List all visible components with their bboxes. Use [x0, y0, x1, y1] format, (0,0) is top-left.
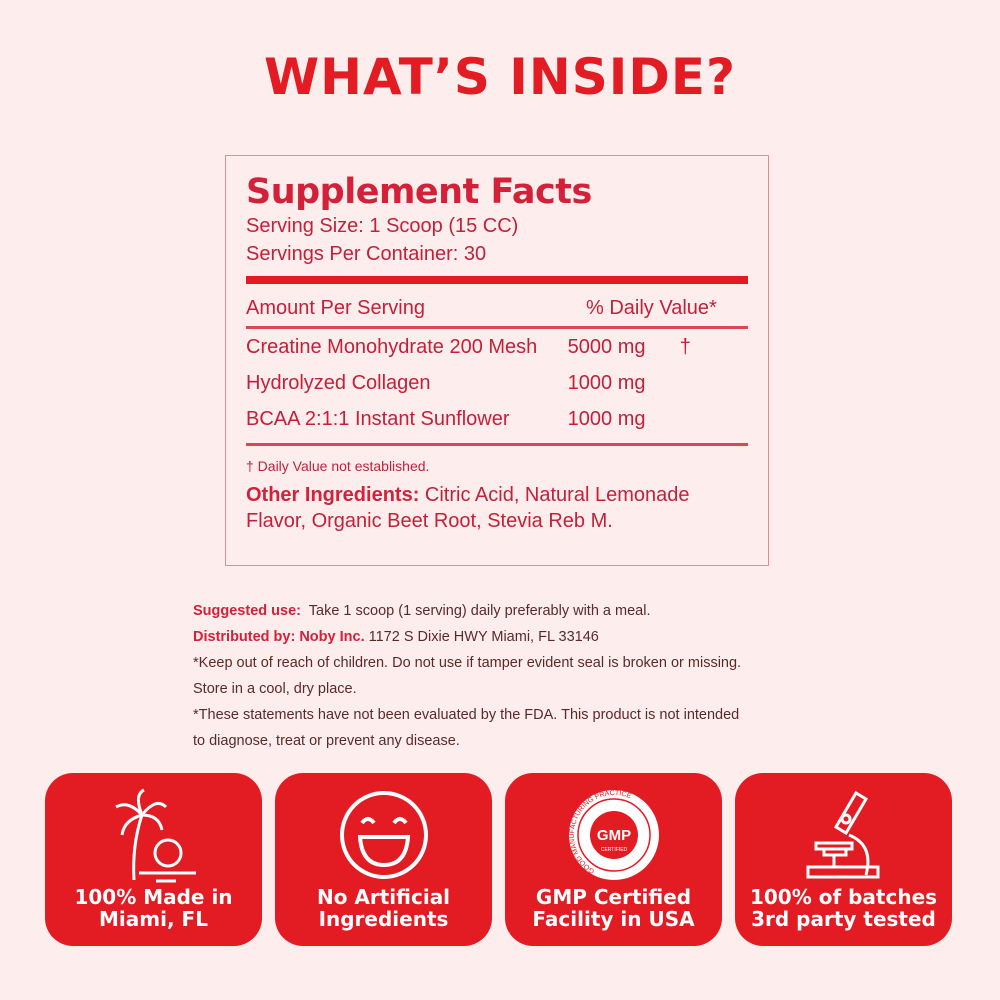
- other-ingredients-text: Citric Acid, Natural Lemonade Flavor, Or…: [246, 484, 690, 532]
- ingredient-amount: 1000 mg: [567, 407, 646, 430]
- badge-line2: Facility in USA: [532, 907, 695, 931]
- badge-made-in-miami: 100% Made in Miami, FL: [45, 773, 262, 946]
- ingredient-name: Creatine Monohydrate 200 Mesh: [246, 335, 538, 358]
- badge-third-party: 100% of batches 3rd party tested: [735, 773, 952, 946]
- page-title: WHAT’S INSIDE?: [263, 48, 737, 106]
- col-amount: Amount Per Serving: [246, 296, 425, 319]
- facts-row: Hydrolyzed Collagen 1000 mg: [246, 365, 748, 401]
- facts-heading: Supplement Facts: [246, 172, 592, 212]
- divider: [246, 443, 748, 446]
- badge-line2: 3rd party tested: [751, 907, 936, 931]
- palm-tree-icon: [114, 788, 196, 883]
- seal-text: GMP: [596, 827, 630, 844]
- other-ingredients-label: Other Ingredients:: [246, 484, 420, 506]
- divider: [246, 326, 748, 329]
- ingredient-name: Hydrolyzed Collagen: [246, 371, 431, 394]
- badge-line1: GMP Certified: [535, 885, 692, 909]
- supplement-facts-panel: Supplement Facts Serving Size: 1 Scoop (…: [225, 155, 769, 566]
- seal-sub: CERTIFIED: [600, 847, 627, 853]
- use-label: Suggested use:: [193, 603, 301, 619]
- use-text: Take 1 scoop (1 serving) daily preferabl…: [300, 603, 651, 619]
- smiley-icon: [339, 791, 428, 879]
- badge-gmp: GMP CERTIFIED GOOD MANUFACTURING PRACTIC…: [505, 773, 722, 946]
- badge-no-artificial: No Artificial Ingredients: [275, 773, 492, 946]
- ingredient-amount: 1000 mg: [567, 371, 646, 394]
- facts-header-row: Amount Per Serving % Daily Value*: [246, 290, 748, 326]
- badge-line1: No Artificial: [316, 885, 451, 909]
- gmp-seal-icon: GMP CERTIFIED GOOD MANUFACTURING PRACTIC…: [568, 790, 659, 880]
- fda-disclaimer-cont: to diagnose, treat or prevent any diseas…: [193, 733, 460, 749]
- col-daily-value: % Daily Value*: [586, 296, 717, 319]
- servings-per-container: Servings Per Container: 30: [246, 243, 487, 265]
- badge-line1: 100% of batches: [749, 885, 938, 909]
- badge-line2: Miami, FL: [99, 907, 208, 931]
- facts-row: Creatine Monohydrate 200 Mesh 5000 mg †: [246, 329, 748, 365]
- warning-text: *Keep out of reach of children. Do not u…: [193, 655, 742, 671]
- usage-notes: Suggested use: Take 1 scoop (1 serving) …: [193, 598, 741, 754]
- other-ingredients: Other Ingredients: Citric Acid, Natural …: [246, 482, 748, 534]
- ingredient-amount: 5000 mg: [567, 335, 646, 358]
- microscope-icon: [806, 790, 879, 879]
- ingredient-dv: †: [679, 335, 691, 358]
- fda-disclaimer: *These statements have not been evaluate…: [193, 707, 740, 723]
- ingredient-name: BCAA 2:1:1 Instant Sunflower: [246, 407, 510, 430]
- badge-line2: Ingredients: [318, 907, 449, 931]
- dist-text: 1172 S Dixie HWY Miami, FL 33146: [364, 629, 599, 645]
- badge-line1: 100% Made in: [74, 885, 233, 909]
- divider-thick: [246, 276, 748, 284]
- serving-size: Serving Size: 1 Scoop (15 CC): [246, 215, 519, 237]
- storage-text: Store in a cool, dry place.: [193, 681, 357, 697]
- dist-label: Distributed by: Noby Inc.: [193, 629, 365, 645]
- dagger-note: † Daily Value not established.: [246, 458, 430, 474]
- facts-row: BCAA 2:1:1 Instant Sunflower 1000 mg: [246, 401, 748, 437]
